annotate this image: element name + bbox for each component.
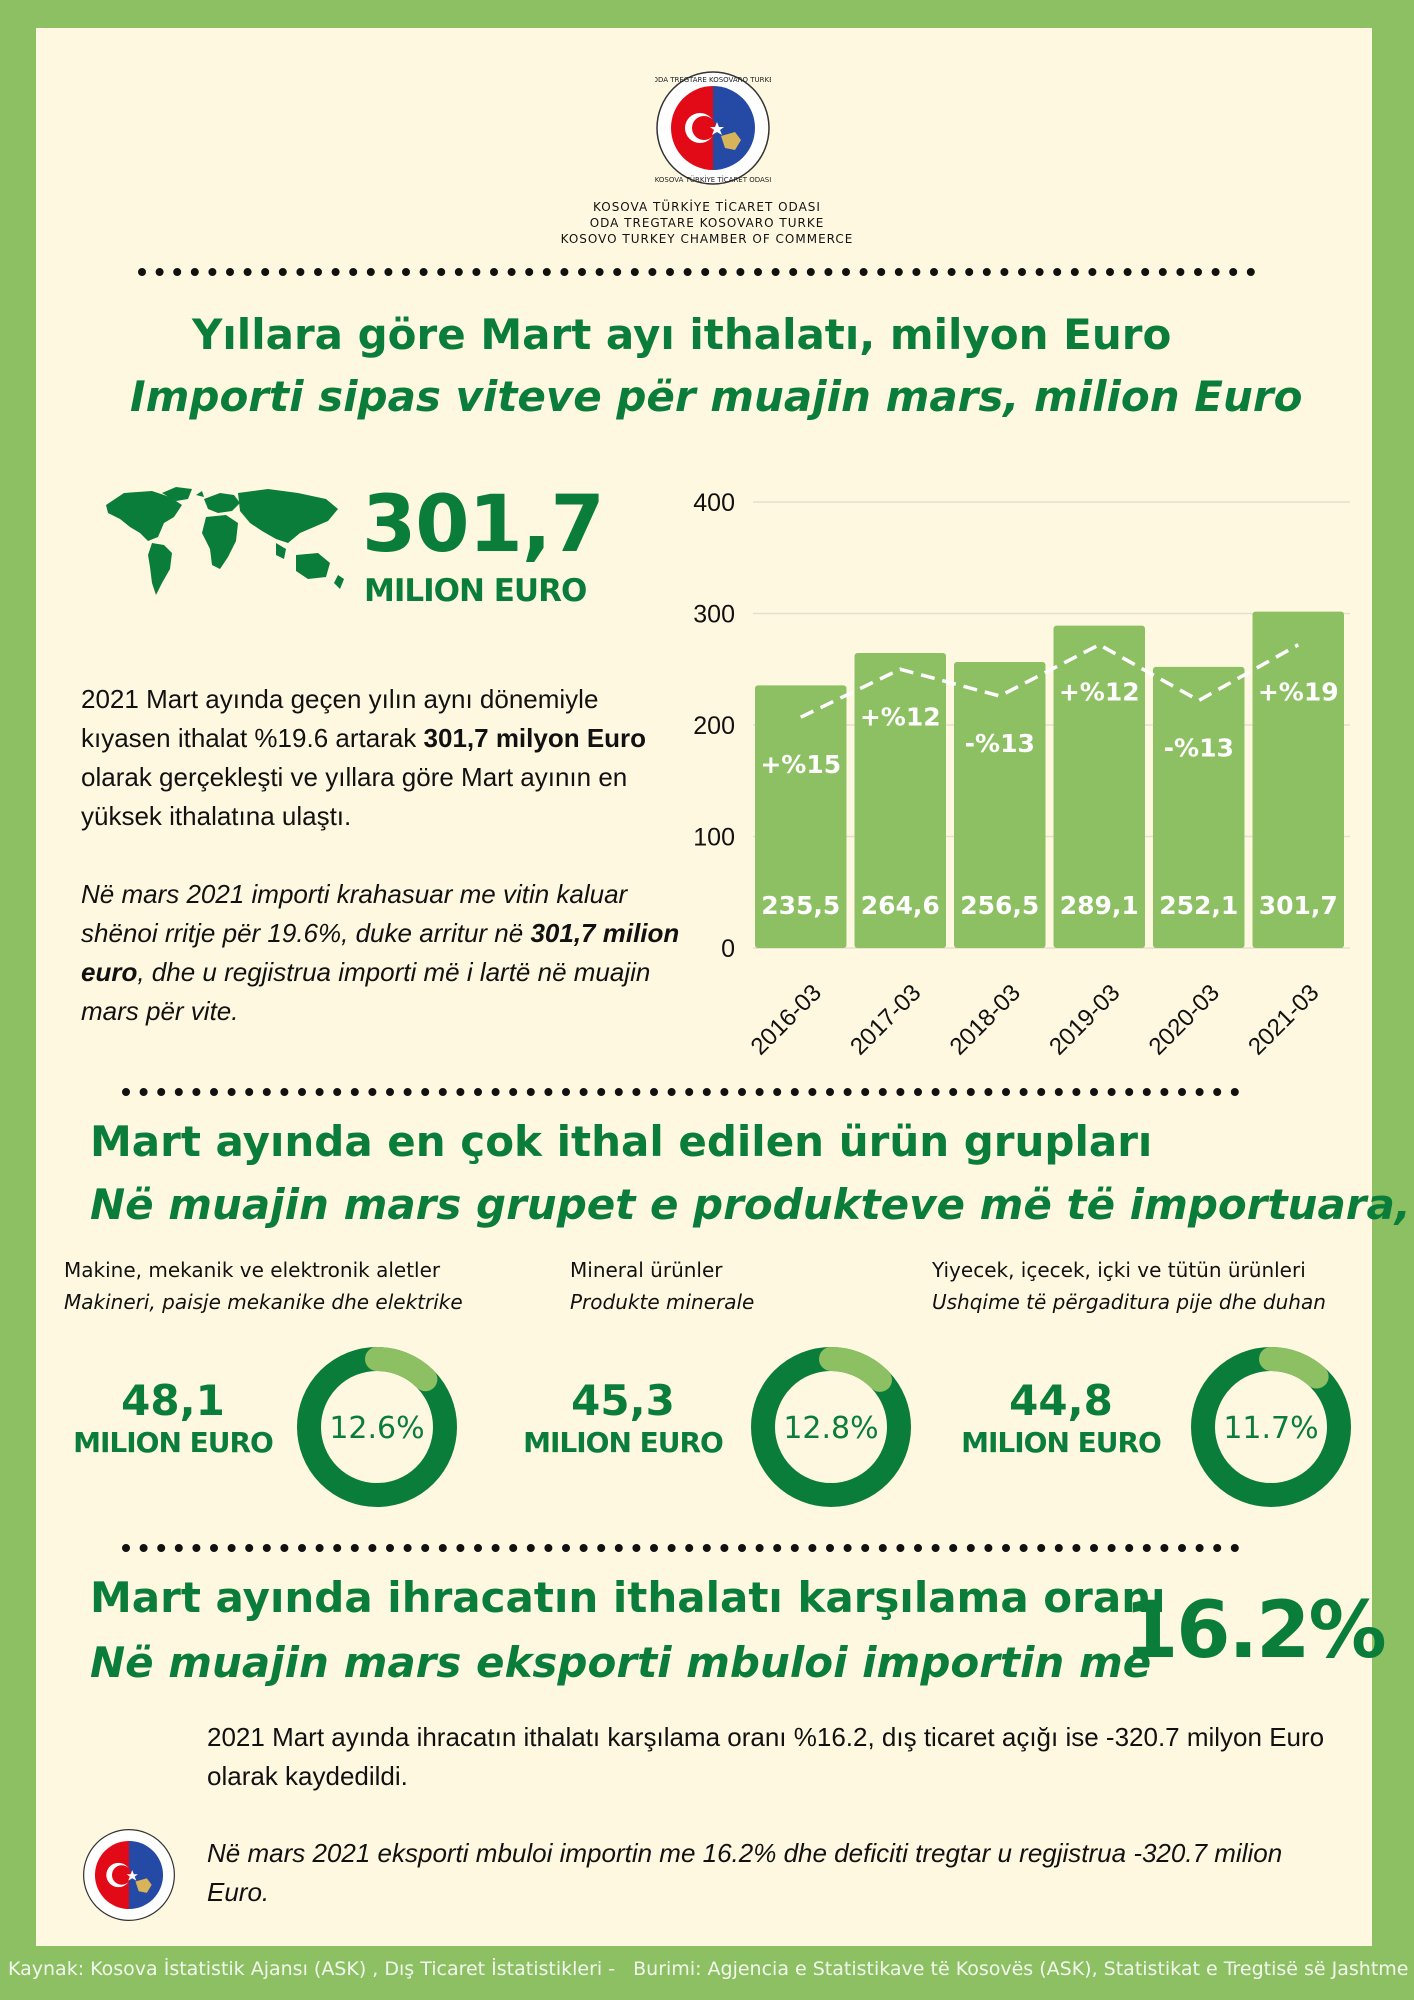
group3-share-donut: 11.7% [1191,1347,1351,1507]
group2-value: 45,3 MILION EURO [523,1376,724,1459]
section1-paragraph-sq: Në mars 2021 importi krahasuar me vitin … [81,879,680,1026]
y-tick-label: 400 [693,489,735,517]
logo-text-bottom: KOSOVA TÜRKİYE TİCARET ODASI [655,175,771,184]
dotted-divider [136,266,1256,278]
y-tick-label: 300 [693,601,735,629]
section1-paragraph-tr: 2021 Mart ayında geçen yılın aynı dönemi… [81,684,647,831]
change-label: +%15 [760,750,841,779]
bar-2017-03 [854,652,946,948]
change-label: -%13 [965,729,1035,758]
group2-share-donut: 12.8% [751,1347,911,1507]
change-label: -%13 [1164,733,1234,762]
y-tick-label: 200 [693,712,735,740]
section1-title-tr: Yıllara göre Mart ayı ithalatı, milyon E… [192,310,1172,359]
footer-source-sq: Burimi: Agjencia e Statistikave të Kosov… [633,1958,1409,1980]
bar-value-label: 252,1 [1159,891,1238,920]
chamber-logo: ODA TREGTARE KOSOVARO TURKE KOSOVA TÜRKİ… [655,71,771,185]
group2-name-tr: Mineral ürünler [570,1258,723,1282]
bar-2016-03 [755,685,847,948]
x-tick-label: 2021-03 [1243,979,1324,1060]
group1-name-sq: Makineri, paisje mekanike dhe elektrike [64,1290,463,1314]
dotted-divider [120,1542,1240,1554]
highlight-unit: MILION EURO [364,573,587,609]
x-tick-label: 2017-03 [845,979,926,1060]
dotted-divider [120,1086,1240,1098]
logo-text-top: ODA TREGTARE KOSOVARO TURKE [655,76,771,84]
change-label: +%12 [860,702,941,731]
y-tick-label: 0 [721,935,735,963]
bar-value-label: 256,5 [960,891,1039,920]
group2-name-sq: Produkte minerale [570,1290,755,1314]
y-tick-label: 100 [693,824,735,852]
x-tick-label: 2020-03 [1144,979,1225,1060]
donut-share-label: 11.7% [1223,1411,1318,1446]
group3-name-tr: Yiyecek, içecek, içki ve tütün ürünleri [932,1258,1306,1282]
group1-share-donut: 12.6% [297,1347,457,1507]
x-tick-label: 2018-03 [945,979,1026,1060]
donut-share-arc [819,1347,892,1392]
chamber-name-tr: KOSOVA TÜRKİYE TİCARET ODASI [593,200,821,214]
donut-share-arc [1259,1347,1329,1389]
highlight-value: 301,7 [362,480,605,570]
section3-title-tr: Mart ayında ihracatın ithalatı karşılama… [90,1573,1166,1622]
section3-paragraph-tr: 2021 Mart ayında ihracatın ithalatı karş… [207,1722,1325,1791]
bar-2021-03 [1252,611,1344,948]
bar-value-label: 235,5 [761,891,840,920]
footer-source: Kaynak: Kosova İstatistik Ajansı (ASK) ,… [0,1958,1414,1994]
coverage-ratio: 16.2% [1124,1586,1387,1676]
group1-name-tr: Makine, mekanik ve elektronik aletler [64,1258,441,1282]
import-bar-chart: 0 100 200 300 400 235,5 2016-03 264,6 2017-03 256… [693,489,1350,1061]
bar-value-label: 289,1 [1060,891,1139,920]
section2-title-tr: Mart ayında en çok ithal edilen ürün gru… [90,1117,1153,1166]
page-card [36,28,1372,1946]
bar-value-label: 301,7 [1259,891,1338,920]
donut-share-label: 12.8% [783,1411,878,1446]
bar-2020-03 [1153,666,1245,948]
chamber-name-sq: ODA TREGTARE KOSOVARO TURKE [589,216,825,230]
group3-value: 44,8 MILION EURO [961,1376,1162,1459]
chamber-logo-small [83,1829,175,1921]
section3-paragraph-sq: Në mars 2021 eksporti mbuloi importin me… [207,1838,1283,1907]
group3-name-sq: Ushqime të përgaditura pije dhe duhan [932,1290,1326,1314]
x-tick-label: 2019-03 [1044,979,1125,1060]
donut-share-arc [365,1347,438,1392]
bar-value-label: 264,6 [861,891,940,920]
bar-2019-03 [1053,625,1145,948]
change-label: +%12 [1059,678,1140,707]
x-tick-label: 2016-03 [746,979,827,1060]
world-map-icon [106,487,344,595]
section3-title-sq: Në muajin mars eksporti mbuloi importin … [90,1638,1152,1687]
trend-line [799,642,1300,719]
group1-value: 48,1 MILION EURO [73,1376,274,1459]
donut-share-label: 12.6% [329,1411,424,1446]
change-label: +%19 [1258,678,1339,707]
bar-2018-03 [954,662,1046,948]
chamber-name-en: KOSOVO TURKEY CHAMBER OF COMMERCE [560,232,854,246]
section1-title-sq: Importi sipas viteve për muajin mars, mi… [130,372,1303,421]
footer-source-tr: Kaynak: Kosova İstatistik Ajansı (ASK) ,… [8,1958,616,1980]
section2-title-sq: Në muajin mars grupet e produkteve më të… [90,1180,1411,1229]
chamber-name: KOSOVA TÜRKİYE TİCARET ODASI ODA TREGTAR… [457,199,957,247]
